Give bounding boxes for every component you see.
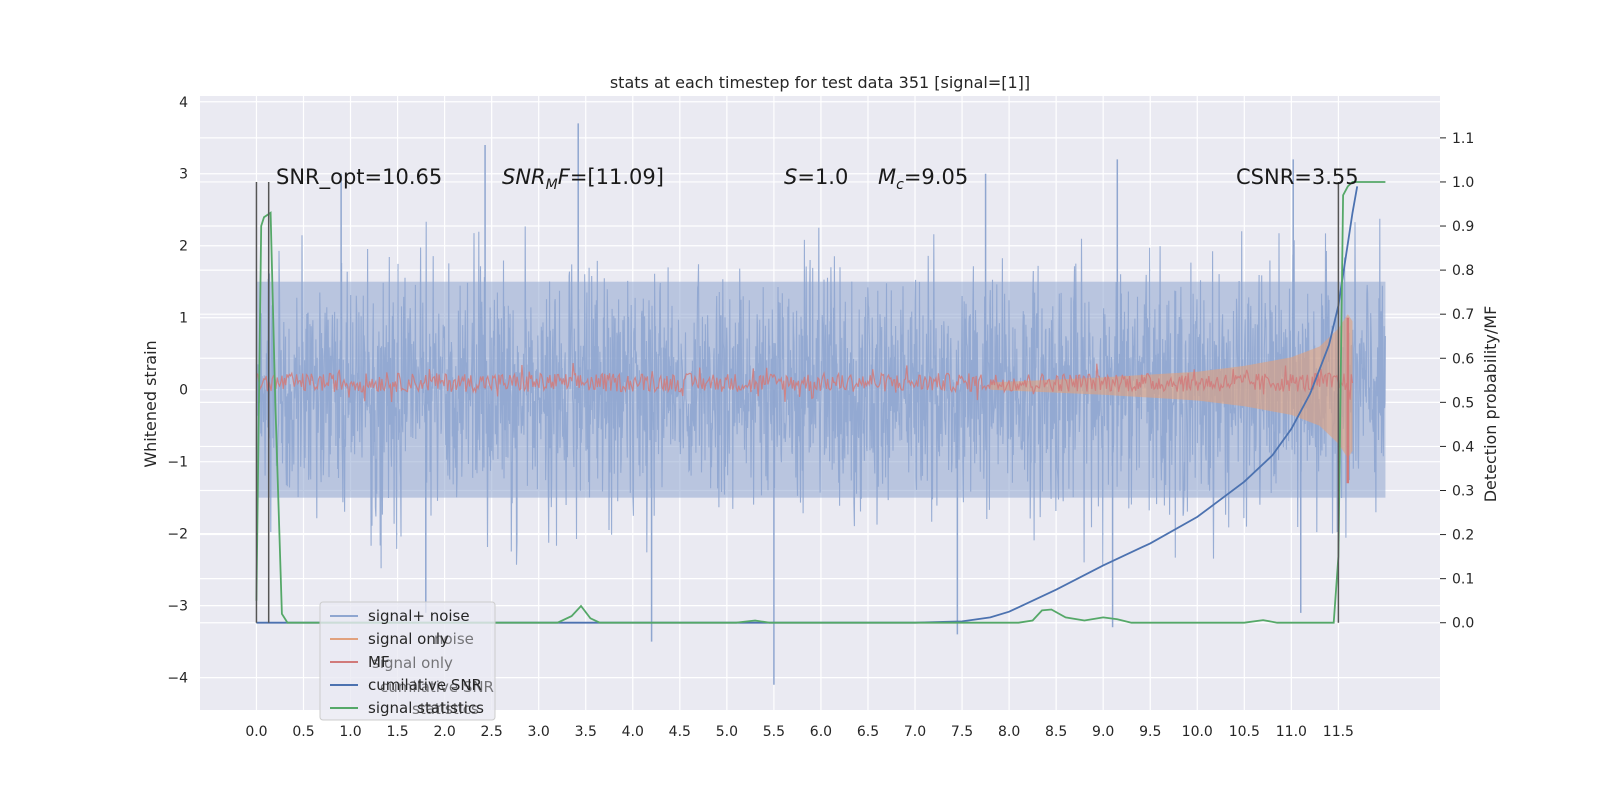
annotation-snr-mf-symbol2: F	[558, 165, 571, 189]
x-tick-label-17: 8.5	[1045, 724, 1067, 740]
data-layer	[255, 123, 1386, 685]
x-tick-label-4: 2.0	[433, 724, 455, 740]
right-y-axis-ticks: 0.0 0.1 0.2 0.3 0.4 0.5 0.6 0.7 0.8 0.9 1.0 1.1	[1440, 131, 1474, 632]
y-right-tick-label-9: 0.9	[1452, 219, 1474, 235]
x-tick-label-14: 7.0	[904, 724, 926, 740]
legend-box	[319, 601, 496, 721]
x-tick-label-7: 3.5	[575, 724, 597, 740]
x-tick-label-5: 2.5	[481, 724, 503, 740]
x-tick-label-21: 10.5	[1229, 724, 1260, 740]
x-tick-label-6: 3.0	[528, 724, 550, 740]
y-right-tick-label-11: 1.1	[1452, 131, 1474, 147]
x-tick-label-1: 0.5	[292, 724, 314, 740]
y-right-tick-label-7: 0.7	[1452, 307, 1474, 323]
x-tick-label-12: 6.0	[810, 724, 832, 740]
annotation-mc: Mc=9.05	[878, 165, 968, 193]
annotation-s-symbol: S	[784, 165, 797, 189]
legend-label-cumilative-snr: cumilative SNR	[368, 676, 482, 694]
legend-ghost-signal-only: signal only	[372, 654, 453, 672]
legend-label-signal-noise: signal+ noise	[368, 607, 470, 625]
x-tick-label-19: 9.5	[1139, 724, 1161, 740]
annotation-snr-mf-value: =[11.09]	[570, 165, 664, 189]
left-y-axis-label: Whitened strain	[141, 340, 160, 467]
annotation-s-value: =1.0	[797, 165, 848, 189]
series-signal-statistics-line	[255, 181, 1386, 624]
x-tick-label-23: 11.5	[1323, 724, 1354, 740]
y-left-tick-label-2: −2	[167, 527, 188, 543]
series-cumilative-snr-line	[256, 186, 1359, 624]
x-tick-label-13: 6.5	[857, 724, 879, 740]
right-y-axis-label: Detection probability/MF	[1481, 306, 1500, 503]
annotation-csnr: CSNR=3.55	[1236, 165, 1359, 189]
annotation-snr-mf-symbol: SNR	[502, 165, 546, 189]
y-right-tick-label-1: 0.1	[1452, 572, 1474, 588]
y-right-tick-label-4: 0.4	[1452, 439, 1474, 455]
x-tick-label-0: 0.0	[245, 724, 267, 740]
y-left-tick-label-0: −4	[167, 671, 188, 687]
series-signal-only-area	[990, 314, 1353, 459]
annotation-mc-value: =9.05	[904, 165, 968, 189]
y-right-tick-label-10: 1.0	[1452, 175, 1474, 191]
y-left-tick-label-4: 0	[179, 383, 188, 399]
legend-ghost-statistics: statistics	[412, 700, 479, 718]
annotation-snr-mf: SNRMF=[11.09]	[502, 165, 664, 193]
y-left-tick-label-7: 3	[179, 167, 188, 183]
annotation-snr-opt: SNR_opt=10.65	[276, 165, 442, 190]
y-right-tick-label-0: 0.0	[1452, 616, 1474, 632]
y-right-tick-label-6: 0.6	[1452, 351, 1474, 367]
x-tick-label-8: 4.0	[622, 724, 644, 740]
y-left-tick-label-1: −3	[167, 599, 188, 615]
legend-label-signal-statistics: signal statistics	[368, 699, 484, 717]
annotation-s: S=1.0	[784, 165, 848, 189]
x-tick-label-10: 5.0	[716, 724, 738, 740]
x-tick-label-22: 11.0	[1276, 724, 1307, 740]
y-right-tick-label-3: 0.3	[1452, 483, 1474, 499]
y-left-tick-label-5: 1	[179, 311, 188, 327]
vertical-markers	[255, 181, 1340, 623]
legend-ghost-cumilative: cumilative SNR	[380, 678, 494, 696]
legend-label-signal-only: signal only	[368, 630, 449, 648]
x-tick-label-3: 1.5	[386, 724, 408, 740]
chart-title: stats at each timestep for test data 351…	[610, 73, 1030, 92]
annotation-mc-subscript: c	[896, 177, 904, 193]
y-right-tick-label-5: 0.5	[1452, 395, 1474, 411]
legend-label-mf: MF	[368, 653, 390, 671]
x-tick-label-20: 10.0	[1182, 724, 1213, 740]
x-tick-label-9: 4.5	[669, 724, 691, 740]
legend-ghost-texts: noise signal only statistics cumilative …	[372, 630, 494, 718]
x-tick-label-15: 7.5	[951, 724, 973, 740]
x-tick-label-2: 1.0	[339, 724, 361, 740]
left-y-axis-ticks: −4 −3 −2 −1 0 1 2 3 4	[167, 95, 188, 687]
annotation-mc-symbol: M	[878, 165, 896, 189]
x-axis-ticks: 0.0 0.5 1.0 1.5 2.0 2.5 3.0 3.5 4.0 4.5 5.0 5.5 6.0 6…	[245, 724, 1354, 740]
y-right-tick-label-8: 0.8	[1452, 263, 1474, 279]
y-left-tick-label-3: −1	[167, 455, 188, 471]
series-mf-line	[256, 362, 1354, 403]
x-tick-label-11: 5.5	[763, 724, 785, 740]
x-tick-label-18: 9.0	[1092, 724, 1114, 740]
legend: noise signal only statistics cumilative …	[319, 601, 496, 721]
legend-ghost-noise: noise	[434, 630, 474, 648]
x-tick-label-16: 8.0	[998, 724, 1020, 740]
y-right-tick-label-2: 0.2	[1452, 528, 1474, 544]
y-left-tick-label-6: 2	[179, 239, 188, 255]
annotation-snr-mf-subscript: M	[546, 177, 558, 193]
y-left-tick-label-8: 4	[179, 95, 188, 111]
